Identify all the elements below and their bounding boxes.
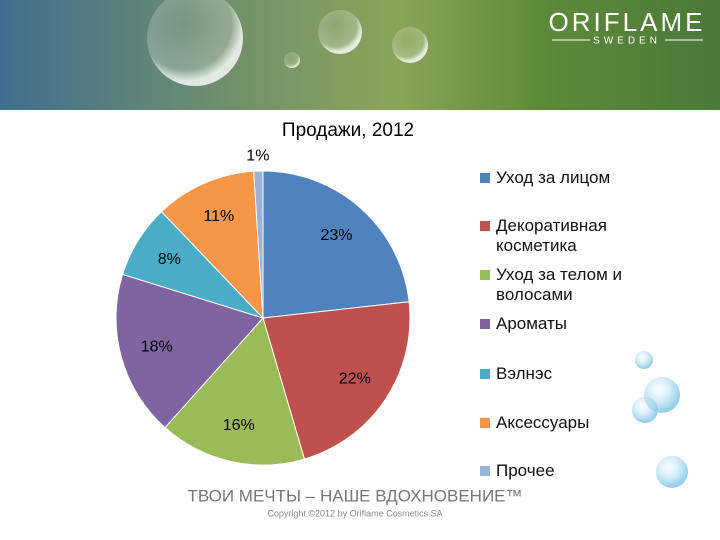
data-label: 1% [246, 148, 269, 165]
data-label: 8% [158, 251, 181, 268]
bubble [284, 52, 300, 68]
legend-swatch [480, 418, 490, 428]
data-label: 11% [203, 208, 234, 225]
brand: ORIFLAME [549, 7, 706, 37]
legend-item: Уход за лицом [480, 168, 650, 188]
legend-label: Аксессуары [496, 413, 590, 432]
legend-swatch [480, 221, 490, 231]
legend-label: Вэлнэс [496, 364, 553, 383]
pie-slice [164, 316, 306, 466]
legend-swatch [480, 270, 490, 280]
bubble [635, 351, 653, 369]
slogan: ТВОИ МЕЧТЫ – НАШЕ ВДОХНОВЕНИЕ™ [187, 486, 522, 505]
legend-item: Ароматы [480, 314, 650, 334]
bubble [147, 0, 243, 86]
pie-slice [262, 170, 410, 319]
legend-swatch [480, 173, 490, 183]
data-label: 18% [141, 339, 173, 356]
legend-item: Вэлнэс [480, 364, 650, 384]
pie-slice [160, 170, 264, 320]
pie-slice [115, 273, 264, 429]
bubble [318, 10, 362, 54]
header-art: ORIFLAME SWEDEN [147, 0, 706, 86]
copyright: Copyright ©2012 by Oriflame Cosmetics SA [267, 508, 442, 518]
legend-label: Ароматы [496, 314, 568, 333]
legend-swatch [480, 369, 490, 379]
chart-title: Продажи, 2012 [282, 120, 414, 141]
legend-label: Уход за лицом [496, 168, 611, 187]
legend-item: Декоративная косметика [480, 216, 650, 256]
legend-item: Прочее [480, 461, 650, 481]
pie-slice [262, 301, 411, 460]
legend-item: Аксессуары [480, 413, 650, 433]
bubble [656, 456, 688, 488]
pie-slice [253, 170, 264, 319]
header-banner: ORIFLAME SWEDEN [0, 0, 720, 110]
data-label: 23% [320, 227, 352, 244]
legend-label: Прочее [496, 461, 555, 480]
data-label: 22% [339, 370, 371, 387]
legend-swatch [480, 319, 490, 329]
bubble [632, 397, 658, 423]
brand-sub: SWEDEN [593, 36, 661, 47]
bubble [392, 27, 428, 63]
legend-label: Уход за телом и волосами [496, 265, 622, 304]
legend-swatch [480, 466, 490, 476]
legend-item: Уход за телом и волосами [480, 265, 650, 305]
legend-label: Декоративная косметика [496, 216, 607, 255]
data-label: 16% [223, 417, 255, 434]
